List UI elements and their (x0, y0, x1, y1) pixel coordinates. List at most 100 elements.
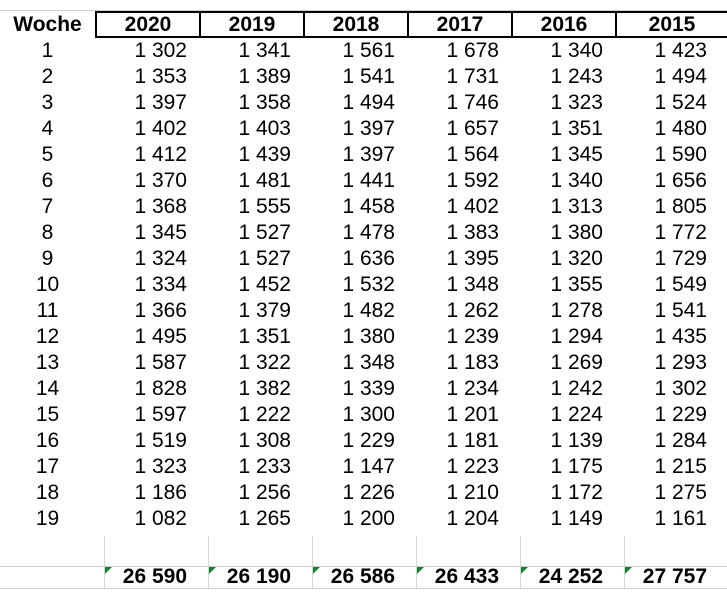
value-cell-2020-w4[interactable]: 1 402 (134, 117, 187, 140)
total-cell-2016[interactable]: 24 252 (538, 565, 603, 588)
value-cell-2019-w11[interactable]: 1 379 (238, 299, 291, 322)
week-number-cell[interactable]: 8 (41, 221, 54, 244)
week-number-cell[interactable]: 5 (41, 143, 54, 166)
value-cell-2017-w16[interactable]: 1 181 (446, 429, 499, 452)
value-cell-2017-w18[interactable]: 1 210 (446, 481, 499, 504)
week-number-cell[interactable]: 6 (41, 169, 54, 192)
value-cell-2020-w14[interactable]: 1 828 (134, 377, 187, 400)
value-cell-2018-w15[interactable]: 1 300 (342, 403, 395, 426)
value-cell-2015-w10[interactable]: 1 549 (654, 273, 707, 296)
value-cell-2019-w7[interactable]: 1 555 (238, 195, 291, 218)
week-number-cell[interactable]: 17 (35, 455, 60, 478)
value-cell-2020-w12[interactable]: 1 495 (134, 325, 187, 348)
total-cell-2019[interactable]: 26 190 (226, 565, 291, 588)
value-cell-2015-w8[interactable]: 1 772 (654, 221, 707, 244)
value-cell-2015-w16[interactable]: 1 284 (654, 429, 707, 452)
value-cell-2016-w1[interactable]: 1 340 (550, 39, 603, 62)
value-cell-2016-w2[interactable]: 1 243 (550, 65, 603, 88)
value-cell-2017-w6[interactable]: 1 592 (446, 169, 499, 192)
header-week-column[interactable]: Woche (13, 13, 82, 36)
value-cell-2019-w3[interactable]: 1 358 (238, 91, 291, 114)
value-cell-2017-w17[interactable]: 1 223 (446, 455, 499, 478)
value-cell-2019-w14[interactable]: 1 382 (238, 377, 291, 400)
value-cell-2017-w8[interactable]: 1 383 (446, 221, 499, 244)
value-cell-2016-w13[interactable]: 1 269 (550, 351, 603, 374)
value-cell-2016-w16[interactable]: 1 139 (550, 429, 603, 452)
value-cell-2019-w10[interactable]: 1 452 (238, 273, 291, 296)
value-cell-2019-w1[interactable]: 1 341 (238, 39, 291, 62)
value-cell-2017-w14[interactable]: 1 234 (446, 377, 499, 400)
value-cell-2018-w7[interactable]: 1 458 (342, 195, 395, 218)
value-cell-2019-w5[interactable]: 1 439 (238, 143, 291, 166)
value-cell-2020-w5[interactable]: 1 412 (134, 143, 187, 166)
value-cell-2015-w13[interactable]: 1 293 (654, 351, 707, 374)
header-year-2020[interactable]: 2020 (95, 13, 199, 36)
value-cell-2018-w14[interactable]: 1 339 (342, 377, 395, 400)
value-cell-2020-w1[interactable]: 1 302 (134, 39, 187, 62)
value-cell-2018-w8[interactable]: 1 478 (342, 221, 395, 244)
value-cell-2015-w5[interactable]: 1 590 (654, 143, 707, 166)
value-cell-2019-w13[interactable]: 1 322 (238, 351, 291, 374)
week-number-cell[interactable]: 4 (41, 117, 54, 140)
value-cell-2016-w14[interactable]: 1 242 (550, 377, 603, 400)
value-cell-2016-w12[interactable]: 1 294 (550, 325, 603, 348)
week-number-cell[interactable]: 11 (36, 299, 59, 322)
value-cell-2018-w1[interactable]: 1 561 (342, 39, 395, 62)
value-cell-2016-w18[interactable]: 1 172 (550, 481, 603, 504)
value-cell-2018-w5[interactable]: 1 397 (342, 143, 395, 166)
value-cell-2020-w19[interactable]: 1 082 (134, 507, 187, 530)
total-cell-2018[interactable]: 26 586 (330, 565, 395, 588)
week-number-cell[interactable]: 16 (35, 429, 60, 452)
value-cell-2016-w19[interactable]: 1 149 (550, 507, 603, 530)
value-cell-2015-w2[interactable]: 1 494 (654, 65, 707, 88)
value-cell-2017-w9[interactable]: 1 395 (446, 247, 499, 270)
value-cell-2017-w2[interactable]: 1 731 (446, 65, 499, 88)
value-cell-2017-w19[interactable]: 1 204 (446, 507, 499, 530)
value-cell-2019-w16[interactable]: 1 308 (238, 429, 291, 452)
value-cell-2015-w4[interactable]: 1 480 (654, 117, 707, 140)
value-cell-2016-w3[interactable]: 1 323 (550, 91, 603, 114)
week-number-cell[interactable]: 15 (35, 403, 60, 426)
value-cell-2017-w5[interactable]: 1 564 (446, 143, 499, 166)
week-number-cell[interactable]: 10 (35, 273, 60, 296)
week-number-cell[interactable]: 14 (35, 377, 60, 400)
week-number-cell[interactable]: 18 (35, 481, 60, 504)
value-cell-2017-w11[interactable]: 1 262 (446, 299, 499, 322)
value-cell-2019-w15[interactable]: 1 222 (238, 403, 291, 426)
header-year-2015[interactable]: 2015 (615, 13, 727, 36)
header-year-2019[interactable]: 2019 (199, 13, 303, 36)
value-cell-2020-w16[interactable]: 1 519 (134, 429, 187, 452)
value-cell-2018-w12[interactable]: 1 380 (342, 325, 395, 348)
value-cell-2015-w19[interactable]: 1 161 (654, 507, 707, 530)
value-cell-2019-w18[interactable]: 1 256 (238, 481, 291, 504)
week-number-cell[interactable]: 2 (41, 65, 54, 88)
value-cell-2016-w7[interactable]: 1 313 (550, 195, 603, 218)
week-number-cell[interactable]: 19 (35, 507, 60, 530)
value-cell-2020-w6[interactable]: 1 370 (134, 169, 187, 192)
value-cell-2019-w12[interactable]: 1 351 (238, 325, 291, 348)
header-year-2016[interactable]: 2016 (511, 13, 615, 36)
value-cell-2015-w3[interactable]: 1 524 (654, 91, 707, 114)
total-cell-2020[interactable]: 26 590 (122, 565, 187, 588)
value-cell-2018-w17[interactable]: 1 147 (342, 455, 395, 478)
value-cell-2020-w13[interactable]: 1 587 (134, 351, 187, 374)
value-cell-2016-w15[interactable]: 1 224 (550, 403, 603, 426)
value-cell-2020-w7[interactable]: 1 368 (134, 195, 187, 218)
week-number-cell[interactable]: 3 (41, 91, 54, 114)
value-cell-2016-w10[interactable]: 1 355 (550, 273, 603, 296)
value-cell-2017-w1[interactable]: 1 678 (446, 39, 499, 62)
value-cell-2017-w10[interactable]: 1 348 (446, 273, 499, 296)
value-cell-2020-w3[interactable]: 1 397 (134, 91, 187, 114)
value-cell-2020-w10[interactable]: 1 334 (134, 273, 187, 296)
value-cell-2019-w17[interactable]: 1 233 (238, 455, 291, 478)
total-cell-2017[interactable]: 26 433 (434, 565, 499, 588)
value-cell-2015-w7[interactable]: 1 805 (654, 195, 707, 218)
value-cell-2020-w15[interactable]: 1 597 (134, 403, 187, 426)
week-number-cell[interactable]: 1 (41, 39, 54, 62)
value-cell-2015-w18[interactable]: 1 275 (654, 481, 707, 504)
value-cell-2019-w9[interactable]: 1 527 (238, 247, 291, 270)
value-cell-2015-w1[interactable]: 1 423 (654, 39, 707, 62)
total-cell-2015[interactable]: 27 757 (642, 565, 707, 588)
value-cell-2016-w6[interactable]: 1 340 (550, 169, 603, 192)
value-cell-2018-w6[interactable]: 1 441 (342, 169, 395, 192)
